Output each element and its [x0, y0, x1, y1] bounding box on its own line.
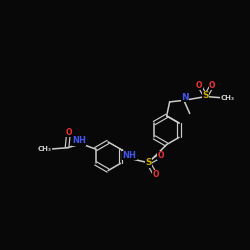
Text: S: S	[202, 91, 209, 100]
Text: CH₃: CH₃	[38, 146, 52, 152]
Text: CH₃: CH₃	[220, 95, 234, 101]
Text: N: N	[182, 93, 189, 102]
Text: O: O	[66, 128, 72, 137]
Text: S: S	[145, 158, 152, 167]
Text: NH: NH	[122, 151, 136, 160]
Text: O: O	[196, 81, 202, 90]
Text: O: O	[158, 151, 164, 160]
Text: NH: NH	[72, 136, 86, 145]
Text: O: O	[152, 170, 159, 179]
Text: O: O	[209, 81, 216, 90]
